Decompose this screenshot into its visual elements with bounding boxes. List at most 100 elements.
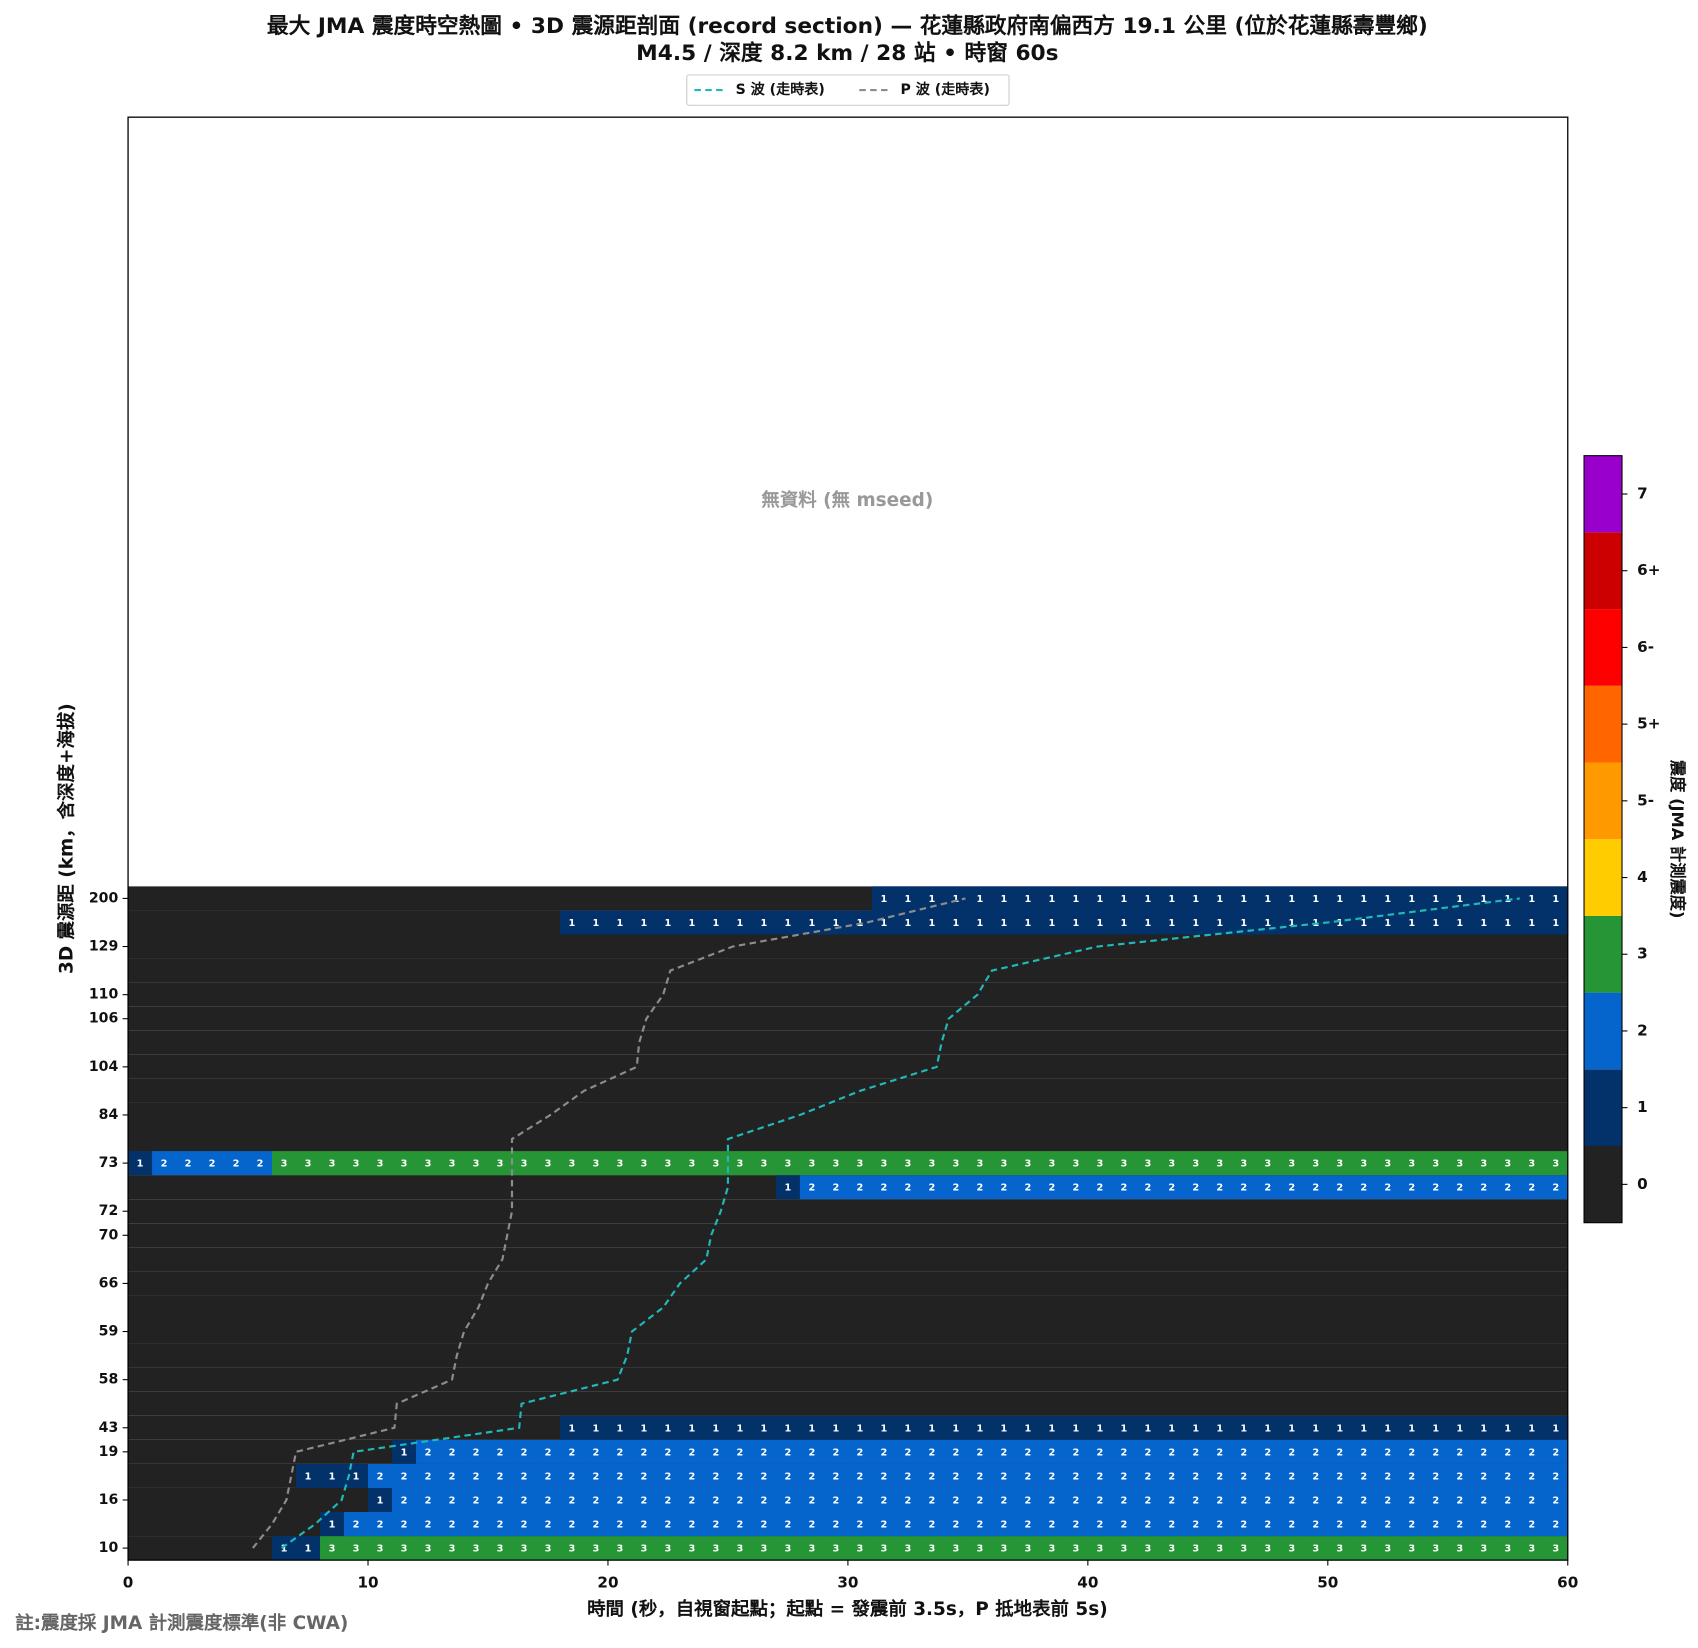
heat-cell [1399,1463,1425,1488]
heat-cell [775,1151,801,1176]
cell-label: 1 [1216,894,1223,905]
heat-cell [1399,1151,1425,1176]
cell-label: 2 [1360,1183,1367,1194]
cell-label: 3 [545,1544,552,1555]
cell-label: 2 [1552,1183,1559,1194]
heat-cell [487,1463,513,1488]
cell-label: 2 [1072,1471,1079,1482]
cell-label: 2 [1456,1496,1463,1507]
heat-cell [440,1511,465,1537]
heat-cell [871,910,897,935]
heat-cell [991,910,1017,935]
cell-label: 1 [737,918,744,929]
heat-cell [1423,1151,1449,1176]
heat-cell [1159,1415,1185,1440]
cell-label: 1 [641,918,648,929]
cell-label: 1 [1360,894,1367,905]
cell-label: 2 [1288,1471,1295,1482]
heat-cell [967,1536,993,1561]
heat-cell [1399,886,1425,911]
heat-cell [631,1463,657,1488]
cell-label: 1 [905,1423,912,1434]
cell-label: 3 [1504,1159,1511,1170]
cell-label: 2 [905,1520,912,1531]
cell-label: 1 [928,918,935,929]
cell-label: 3 [952,1544,959,1555]
colorbar-tick-label: 7 [1637,485,1648,503]
cell-label: 1 [1480,894,1487,905]
cell-label: 2 [1528,1447,1535,1458]
heat-cell [1495,1439,1521,1464]
cell-label: 1 [593,1423,600,1434]
heat-cell [1423,910,1449,935]
heat-cell [991,886,1017,911]
heat-cell [1375,886,1401,911]
heat-cell [583,1536,609,1561]
heat-cell [1519,1511,1545,1537]
heat-cell [919,1536,945,1561]
heat-cell [1423,886,1449,911]
cell-label: 2 [976,1183,983,1194]
heat-cell [1183,1175,1209,1200]
cell-label: 2 [1480,1520,1487,1531]
heat-cell [943,1463,969,1488]
cell-label: 2 [1504,1471,1511,1482]
heat-cell [1519,1175,1545,1200]
cell-label: 3 [617,1544,624,1555]
heat-cell [1327,1487,1353,1512]
cell-label: 2 [1552,1520,1559,1531]
cell-label: 2 [1096,1183,1103,1194]
heat-cell [1159,1439,1185,1464]
cell-label: 3 [329,1159,336,1170]
cell-label: 2 [1048,1183,1055,1194]
cell-label: 2 [1192,1520,1199,1531]
heat-cell [440,1536,465,1561]
heat-cell [943,1487,969,1512]
heat-cell [583,1487,609,1512]
cell-label: 2 [1144,1183,1151,1194]
cell-label: 2 [1192,1471,1199,1482]
cell-label: 2 [425,1471,432,1482]
heat-cell [368,1463,393,1488]
cell-label: 2 [1168,1520,1175,1531]
heat-cell [487,1536,513,1561]
cell-label: 2 [952,1183,959,1194]
colorbar-tick-label: 5+ [1637,715,1660,733]
heat-cell [320,1511,345,1537]
cell-label: 3 [1528,1159,1535,1170]
cell-label: 2 [737,1520,744,1531]
note: 註:震度採 JMA 計測震度標準(非 CWA) [15,1612,348,1634]
heat-cell [1495,1151,1521,1176]
cell-label: 2 [473,1520,480,1531]
heat-cell [727,1536,753,1561]
cell-label: 3 [1336,1544,1343,1555]
cell-label: 3 [1240,1544,1247,1555]
heat-cell [1039,1439,1065,1464]
heat-cell [1471,1487,1497,1512]
legend-label: S 波 (走時表) [736,81,825,98]
cell-label: 1 [1216,918,1223,929]
cell-label: 2 [185,1159,192,1170]
y-tick-label: 129 [89,939,118,955]
colorbar-swatch [1584,1069,1623,1147]
cell-label: 2 [905,1471,912,1482]
cell-label: 1 [1120,894,1127,905]
heat-cell [799,1151,825,1176]
heat-cell [559,1463,585,1488]
heat-cell [583,1439,609,1464]
heat-cell [679,1439,705,1464]
cell-label: 2 [1000,1520,1007,1531]
heat-cell [1063,1415,1089,1440]
heat-cell [1039,910,1065,935]
heat-cell [1039,886,1065,911]
heat-cell [416,1536,441,1561]
cell-label: 1 [1168,894,1175,905]
heat-cell [1351,1151,1377,1176]
cell-label: 1 [737,1423,744,1434]
cell-label: 3 [641,1544,648,1555]
cell-label: 2 [1408,1520,1415,1531]
cell-label: 3 [785,1544,792,1555]
cell-label: 2 [1192,1183,1199,1194]
heat-cell [1471,1463,1497,1488]
cell-label: 1 [976,918,983,929]
